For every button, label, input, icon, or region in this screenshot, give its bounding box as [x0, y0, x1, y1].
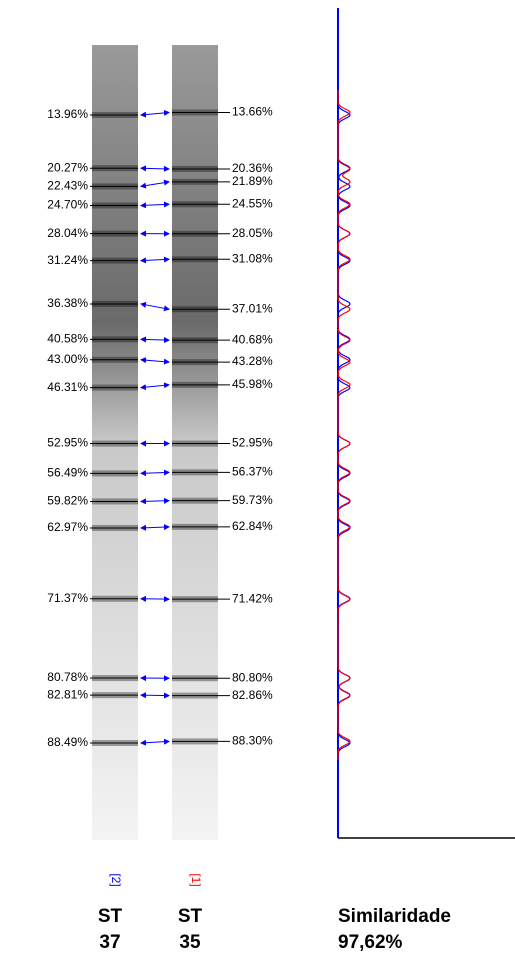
similarity-value: 97,62% — [338, 932, 403, 953]
band-match-arrow — [140, 738, 170, 746]
band-match-arrow — [140, 469, 170, 477]
strain-label: ST — [98, 906, 123, 927]
band-label: 52.95% — [47, 436, 88, 450]
band-label: 62.97% — [47, 520, 88, 534]
band-match-arrow — [140, 336, 170, 344]
band-match-arrow — [140, 179, 170, 189]
band-label: 31.24% — [47, 253, 88, 267]
band-label: 59.82% — [47, 494, 88, 508]
band-label: 43.28% — [232, 354, 273, 368]
band-label: 37.01% — [232, 301, 273, 315]
band-label: 21.89% — [232, 174, 273, 188]
strain-label: 35 — [179, 932, 201, 953]
similarity-title: Similaridade — [338, 906, 451, 927]
band-label: 43.00% — [47, 352, 88, 366]
band-label: 46.31% — [47, 380, 88, 394]
lane-label: [1] — [189, 873, 203, 886]
strain-label: ST — [178, 906, 203, 927]
band-label: 28.04% — [47, 226, 88, 240]
band-label: 56.49% — [47, 466, 88, 480]
band-label: 13.96% — [47, 107, 88, 121]
band-label: 82.81% — [47, 687, 88, 701]
band-label: 62.84% — [232, 519, 273, 533]
band-label: 52.95% — [232, 436, 273, 450]
band-label: 80.80% — [232, 670, 273, 684]
band-match-arrow — [140, 165, 170, 172]
band-label: 71.42% — [232, 591, 273, 605]
band-label: 88.30% — [232, 734, 273, 748]
band-label: 24.70% — [47, 198, 88, 212]
band-match-arrow — [140, 201, 170, 209]
band-match-arrow — [140, 382, 170, 391]
band-label: 20.36% — [232, 161, 273, 175]
band-label: 80.78% — [47, 670, 88, 684]
density-profile — [337, 90, 351, 760]
band-label: 56.37% — [232, 465, 273, 479]
gel-lane — [92, 45, 138, 840]
band-label: 20.27% — [47, 160, 88, 174]
density-profile — [337, 90, 351, 760]
band-label: 31.08% — [232, 251, 273, 265]
band-label: 88.49% — [47, 735, 88, 749]
band-match-arrow — [140, 357, 170, 365]
band-label: 22.43% — [47, 179, 88, 193]
band-label: 82.86% — [232, 688, 273, 702]
band-label: 36.38% — [47, 296, 88, 310]
band-match-arrow — [140, 524, 170, 531]
band-label: 45.98% — [232, 377, 273, 391]
strain-label: 37 — [99, 932, 120, 953]
band-label: 40.58% — [47, 331, 88, 345]
band-label: 40.68% — [232, 332, 273, 346]
band-match-arrow — [140, 109, 170, 118]
gel-lane — [172, 45, 218, 840]
band-match-arrow — [140, 497, 170, 505]
band-label: 71.37% — [47, 591, 88, 605]
band-label: 59.73% — [232, 493, 273, 507]
band-label: 13.66% — [232, 105, 273, 119]
band-match-arrow — [140, 256, 170, 264]
band-label: 24.55% — [232, 196, 273, 210]
band-match-arrow — [140, 301, 170, 312]
band-label: 28.05% — [232, 226, 273, 240]
lane-label: [2] — [109, 873, 123, 886]
